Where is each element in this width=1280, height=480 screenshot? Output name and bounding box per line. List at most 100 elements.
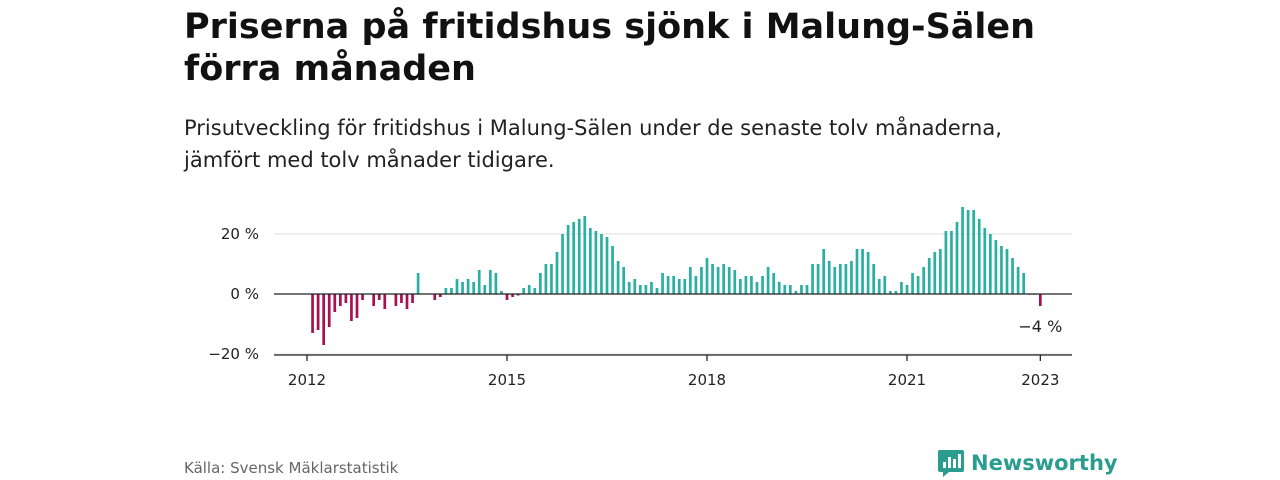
bar xyxy=(677,279,681,294)
bar xyxy=(316,294,320,330)
bar xyxy=(888,291,892,294)
brand-name: Newsworthy xyxy=(971,451,1118,475)
bar xyxy=(711,264,714,294)
bar xyxy=(966,210,970,294)
bar xyxy=(1022,273,1026,294)
bar xyxy=(466,279,470,294)
bar xyxy=(450,288,453,294)
chart-subtitle: Prisutveckling för fritidshus i Malung-S… xyxy=(184,116,1002,172)
bar xyxy=(994,240,998,294)
bar xyxy=(627,282,631,294)
bar xyxy=(683,279,687,294)
bar xyxy=(977,219,981,294)
bar xyxy=(511,294,514,297)
bar xyxy=(900,282,903,294)
bar xyxy=(561,234,564,294)
bar xyxy=(555,252,559,294)
bar xyxy=(655,288,659,294)
bar xyxy=(983,228,987,294)
bar xyxy=(311,294,314,333)
bar xyxy=(938,249,942,294)
bar xyxy=(738,279,742,294)
bar xyxy=(816,264,820,294)
bar xyxy=(527,285,531,294)
bar xyxy=(733,270,737,294)
bar xyxy=(716,267,720,294)
bar xyxy=(577,219,581,294)
bar xyxy=(594,231,598,294)
bar xyxy=(611,246,614,294)
bar xyxy=(644,285,648,294)
x-tick-label: 2015 xyxy=(488,371,526,389)
bar xyxy=(988,234,992,294)
bar xyxy=(461,282,464,294)
bar xyxy=(794,291,798,294)
bar xyxy=(505,294,509,300)
bar xyxy=(522,288,526,294)
x-tick-label: 2021 xyxy=(888,371,926,389)
bar xyxy=(950,231,953,294)
bar xyxy=(372,294,376,306)
bar xyxy=(850,261,853,294)
bar xyxy=(800,285,803,294)
bar xyxy=(322,294,326,345)
bar xyxy=(883,276,887,294)
bar xyxy=(483,285,487,294)
bar xyxy=(833,267,837,294)
bar xyxy=(633,279,637,294)
y-tick-label: 20 % xyxy=(221,225,259,243)
bar xyxy=(777,282,781,294)
bar xyxy=(411,294,414,303)
bar xyxy=(605,237,609,294)
bar xyxy=(566,225,570,294)
bars-layer xyxy=(311,207,1042,345)
bar xyxy=(477,270,481,294)
bar xyxy=(750,276,753,294)
bar xyxy=(444,288,448,294)
bar xyxy=(972,210,976,294)
bar xyxy=(533,288,537,294)
x-tick-label: 2012 xyxy=(288,371,326,389)
bar xyxy=(327,294,331,327)
bar xyxy=(911,273,914,294)
bar xyxy=(650,282,653,294)
bar xyxy=(1016,267,1020,294)
bar xyxy=(905,285,909,294)
bar xyxy=(400,294,403,303)
bar xyxy=(455,279,459,294)
bar xyxy=(722,264,726,294)
bar xyxy=(333,294,337,312)
axis-layer: 20 % 0 % −20 % 2012 2015 2018 2021 2023 −4 % xyxy=(208,225,1072,389)
bar xyxy=(433,294,437,300)
brand-logo[interactable]: Newsworthy xyxy=(937,448,1118,478)
grid-layer xyxy=(274,233,1072,355)
bar xyxy=(694,276,698,294)
bar xyxy=(961,207,964,294)
bar xyxy=(838,264,842,294)
bar xyxy=(338,294,342,306)
last-value-label: −4 % xyxy=(1018,317,1062,336)
bar xyxy=(672,276,676,294)
bar xyxy=(805,285,809,294)
bar xyxy=(744,276,748,294)
bar xyxy=(622,267,626,294)
bar xyxy=(661,273,664,294)
bar xyxy=(538,273,542,294)
bar xyxy=(588,228,592,294)
bar xyxy=(855,249,859,294)
y-tick-label: 0 % xyxy=(230,285,259,303)
bar xyxy=(638,285,642,294)
bar xyxy=(688,267,692,294)
bar xyxy=(350,294,353,321)
x-tick-label: 2018 xyxy=(688,371,726,389)
bar xyxy=(783,285,787,294)
bar xyxy=(377,294,381,300)
source-note: Källa: Svensk Mäklarstatistik xyxy=(184,459,399,477)
bar xyxy=(666,276,670,294)
bar xyxy=(755,282,759,294)
newsworthy-icon xyxy=(938,450,964,477)
bar xyxy=(616,261,620,294)
bar xyxy=(927,258,931,294)
bar xyxy=(550,264,553,294)
bar xyxy=(922,267,926,294)
